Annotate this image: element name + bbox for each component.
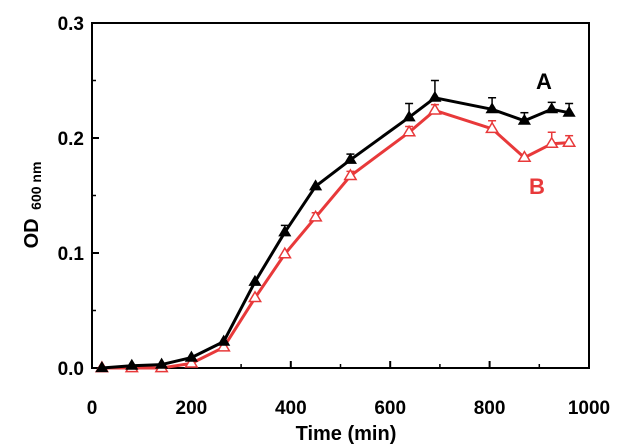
series-a-point — [309, 179, 323, 191]
x-tick-label: 800 — [474, 398, 506, 419]
series-b-point — [216, 339, 231, 352]
series-a-point — [248, 274, 262, 286]
x-tick-label: 1000 — [568, 398, 610, 419]
series-a-point — [278, 225, 292, 237]
series-a-point — [428, 90, 442, 102]
series-b-point — [184, 355, 199, 368]
series-b-point — [402, 124, 417, 137]
series-a-point — [402, 110, 416, 122]
series-a-point — [343, 152, 357, 164]
series-a-point — [545, 102, 559, 114]
series-a — [95, 79, 576, 373]
series-b-point — [562, 135, 577, 147]
series-a-point — [485, 102, 499, 114]
y-axis-title-main: OD — [21, 218, 43, 248]
x-tick-label: 0 — [87, 398, 98, 419]
series-b-point — [277, 246, 292, 259]
series-b-label: B — [529, 174, 545, 199]
series-a-label: A — [536, 69, 552, 94]
x-tick-label: 400 — [275, 398, 307, 419]
x-ticks: 0 200 400 600 800 1000 — [87, 361, 610, 419]
series-a-point — [155, 357, 169, 369]
x-tick-label: 200 — [176, 398, 208, 419]
series-a-point — [125, 358, 139, 370]
series-a-point — [517, 113, 531, 125]
y-tick-label: 0.1 — [58, 244, 85, 265]
axes — [91, 22, 590, 369]
series-b — [94, 102, 577, 373]
y-tick-label: 0.3 — [58, 14, 84, 35]
series-b-point — [427, 102, 442, 115]
y-tick-label: 0.0 — [58, 359, 84, 380]
series-layer — [94, 79, 577, 373]
series-b-point — [308, 209, 323, 222]
plot-frame — [91, 22, 590, 369]
series-b-line — [101, 108, 570, 370]
x-axis-title: Time (min) — [296, 423, 397, 445]
series-b-point — [544, 136, 559, 149]
series-a-line — [101, 96, 570, 370]
series-b-point — [517, 150, 532, 162]
y-ticks: 0.0 0.1 0.2 0.3 — [58, 14, 99, 380]
series-b-point — [343, 168, 358, 181]
series-a-point — [217, 334, 231, 346]
x-tick-label: 600 — [374, 398, 406, 419]
series-a-point — [184, 350, 198, 362]
y-axis-title: OD 600 nm — [21, 162, 44, 249]
series-a-point — [95, 361, 109, 373]
series-a-point — [562, 105, 576, 117]
series-b-point — [485, 121, 500, 134]
y-axis-title-sub: 600 nm — [28, 162, 44, 210]
series-b-point — [247, 290, 263, 303]
y-tick-label: 0.2 — [58, 129, 84, 150]
